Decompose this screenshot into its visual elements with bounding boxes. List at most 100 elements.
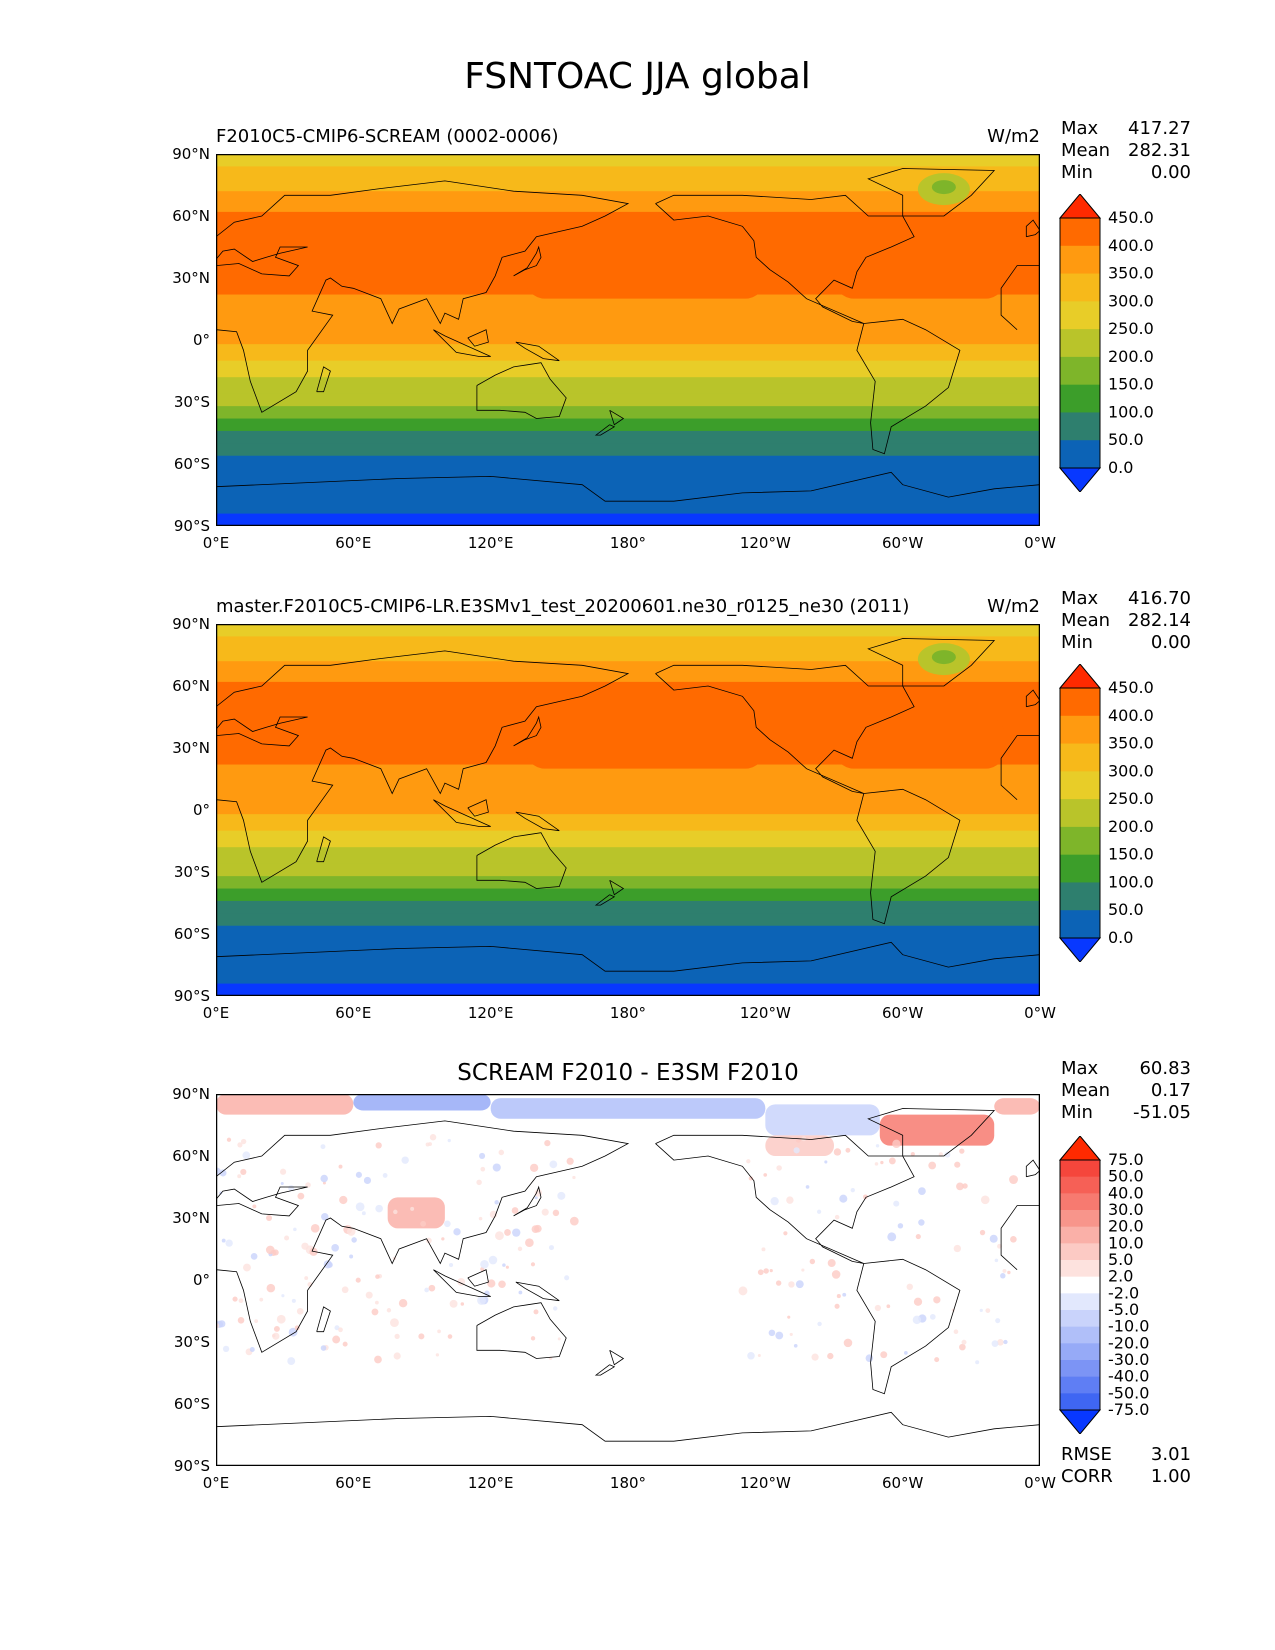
anomaly-speckle [254, 1319, 259, 1324]
coastline [867, 168, 996, 217]
anomaly-speckle [435, 1353, 440, 1357]
coastline [513, 245, 542, 277]
contour-patch [216, 727, 354, 748]
colorbar-segment [1060, 245, 1100, 275]
panel-test: F2010C5-CMIP6-SCREAM (0002-0006) W/m2 Ma… [0, 118, 1275, 558]
lon-tick-label: 60°W [881, 534, 924, 552]
anomaly-speckle [557, 1337, 561, 1341]
colorbar-tick-label: 200.0 [1108, 817, 1154, 836]
contour-band [216, 913, 1040, 927]
anomaly-speckle [763, 1173, 768, 1177]
coastline [609, 409, 625, 426]
colorbar-segment [1060, 1343, 1100, 1361]
anomaly-speckle [237, 1142, 243, 1148]
colorbar-segment [1060, 688, 1100, 717]
anomaly-speckle [1010, 1235, 1017, 1243]
plot-frame [216, 154, 1040, 526]
coastline [513, 1185, 542, 1217]
coastline [216, 180, 630, 413]
anomaly-speckle [305, 1182, 311, 1188]
anomaly-speckle [410, 1206, 415, 1211]
anomaly-speckle [390, 1318, 399, 1328]
coastline [467, 1269, 489, 1287]
anomaly-speckle [453, 1228, 461, 1236]
anomaly-speckle [757, 1354, 761, 1358]
lon-tick-label: 180° [609, 534, 647, 552]
anomaly-speckle [557, 1191, 566, 1200]
anomaly-patch [353, 1094, 491, 1111]
anomaly-speckle [498, 1280, 506, 1289]
anomaly-speckle [266, 1283, 276, 1293]
anomaly-speckle [836, 1294, 841, 1299]
anomaly-speckle [441, 1237, 445, 1241]
stats-box: Max 416.70 Mean 282.14 Min 0.00 [1061, 588, 1191, 654]
anomaly-speckle [787, 1315, 791, 1319]
colorbar-tick-label: 40.0 [1108, 1183, 1144, 1202]
colorbar-tick-label: 50.0 [1108, 430, 1144, 449]
anomaly-speckle [962, 1183, 968, 1189]
colorbar-extend-bottom [1058, 1409, 1102, 1434]
anomaly-speckle [761, 1247, 766, 1252]
anomaly-speckle [363, 1176, 372, 1185]
colorbar-tick-label: 200.0 [1108, 347, 1154, 366]
colorbar-segment [1060, 218, 1100, 247]
anomaly-speckle [541, 1208, 549, 1216]
lat-tick-label: 30°N [172, 739, 210, 757]
coastline [655, 664, 915, 794]
stat-label: RMSE [1061, 1444, 1112, 1465]
anomaly-patch [765, 1104, 880, 1136]
colorbar-tick-label: 350.0 [1108, 734, 1154, 753]
anomaly-speckle [897, 1223, 904, 1229]
colorbar-tick-label: 2.0 [1108, 1267, 1133, 1286]
colorbar-tick-label: -5.0 [1108, 1300, 1139, 1319]
stat-value: 0.17 [1150, 1080, 1191, 1101]
colorbar-segment [1060, 826, 1100, 856]
anomaly-speckle [834, 1303, 840, 1309]
anomaly-speckle [281, 1294, 285, 1298]
anomaly-speckle [746, 1159, 751, 1164]
anomaly-speckle [824, 1160, 828, 1164]
anomaly-speckle [1002, 1268, 1007, 1273]
anomaly-speckle [843, 1338, 853, 1348]
colorbar-tick-label: 0.0 [1108, 928, 1133, 947]
anomaly-speckle [768, 1329, 776, 1337]
lat-tick-label: 90°N [172, 145, 210, 163]
coastline [867, 638, 996, 687]
anomaly-speckle [769, 1269, 773, 1273]
coastline [867, 1108, 996, 1157]
contour-band [216, 814, 1040, 832]
anomaly-speckle [913, 1297, 923, 1306]
colorbar-tick-label: -75.0 [1108, 1400, 1149, 1419]
lon-tick-label: 0°E [202, 1474, 230, 1492]
colorbar-segment [1060, 329, 1100, 358]
anomaly-speckle [997, 1243, 1002, 1249]
colorbar-segment [1060, 715, 1100, 745]
anomaly-speckle [477, 1296, 486, 1305]
lat-tick-label: 30°N [172, 269, 210, 287]
anomaly-speckle [225, 1239, 233, 1247]
stats-box: Max 60.83 Mean 0.17 Min -51.05 [1061, 1058, 1191, 1124]
anomaly-speckle [240, 1138, 247, 1145]
colorbar-extend-top [1058, 194, 1102, 219]
anomaly-speckle [816, 1209, 822, 1214]
panel-reference: master.F2010C5-CMIP6-LR.E3SMv1_test_2020… [0, 588, 1275, 1028]
colorbar-tick-label: 450.0 [1108, 208, 1154, 227]
anomaly-speckle [874, 1304, 882, 1312]
coastline [513, 715, 542, 747]
anomaly-speckle [425, 1237, 432, 1244]
contour-band [216, 360, 1040, 378]
anomaly-speckle [296, 1307, 304, 1315]
colorbar-segment [1060, 412, 1100, 441]
stat-value: 1.00 [1150, 1466, 1191, 1487]
contour-patch [525, 247, 766, 299]
anomaly-speckle [874, 1162, 879, 1166]
anomaly-speckle [811, 1353, 819, 1361]
anomaly-speckle [398, 1298, 408, 1308]
lon-tick-label: 120°E [467, 1474, 514, 1492]
lat-axis-labels: 90°N 60°N 30°N 0° 30°S 60°S 90°S [140, 145, 210, 535]
anomaly-speckle [549, 1160, 558, 1169]
anomaly-speckle [361, 1211, 366, 1216]
anomaly-speckle [886, 1304, 891, 1309]
coastline [433, 329, 491, 357]
anomaly-speckle [249, 1346, 255, 1352]
